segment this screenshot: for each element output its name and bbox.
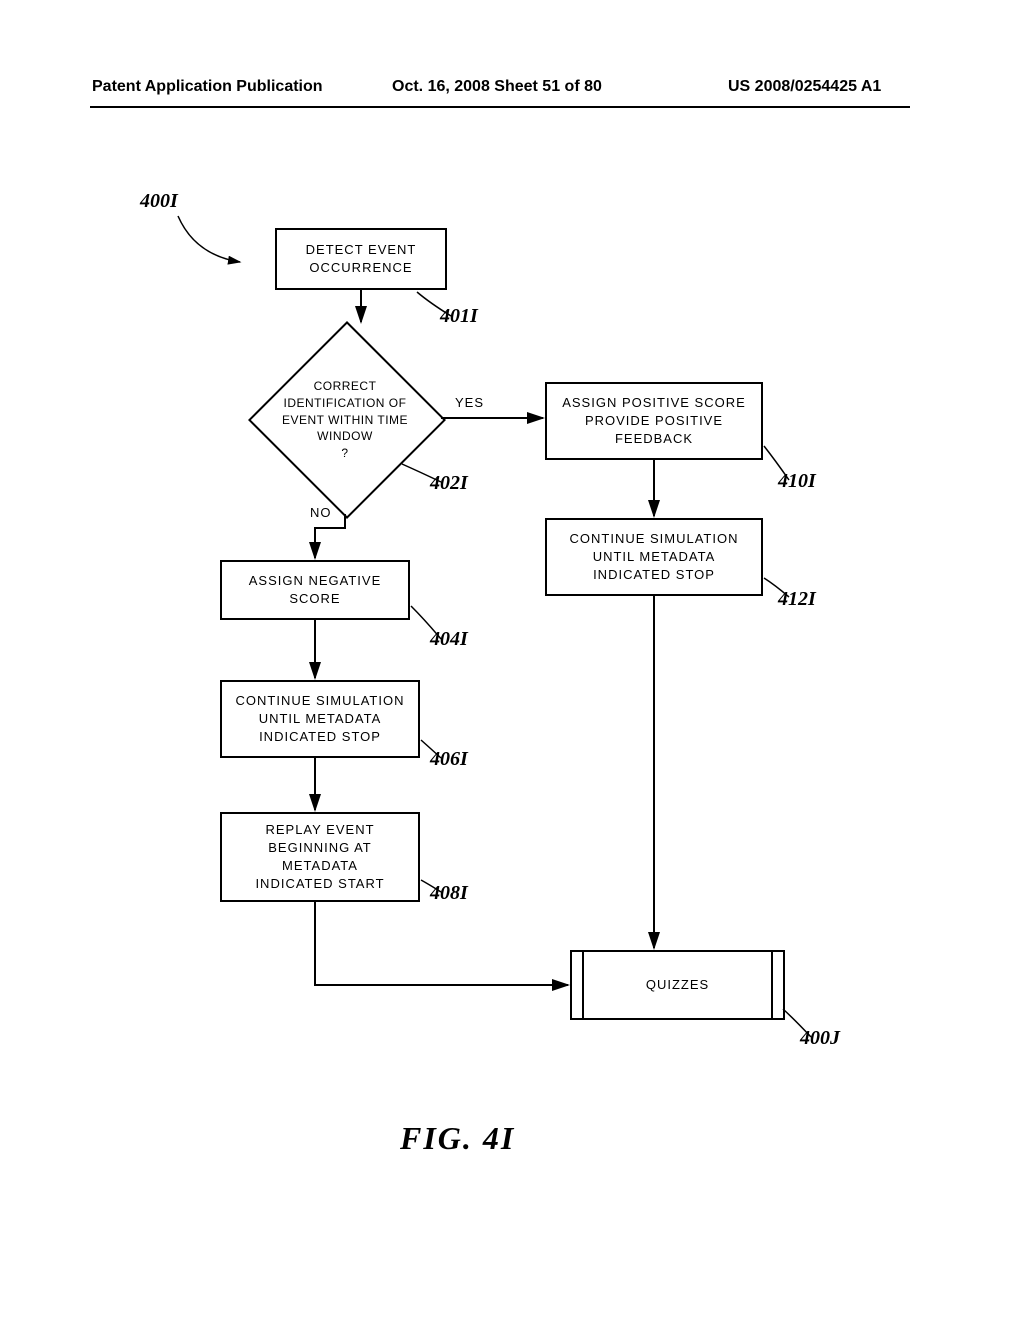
header-right: US 2008/0254425 A1 [728,78,881,96]
node-continue-sim-right: CONTINUE SIMULATION UNTIL METADATA INDIC… [545,518,763,596]
node-detect-event: DETECT EVENT OCCURRENCE [275,228,447,290]
node-continue-sim-left-text: CONTINUE SIMULATION UNTIL METADATA INDIC… [236,692,405,747]
ref-404I: 404I [430,628,468,651]
node-quizzes-text: QUIZZES [646,976,709,994]
node-continue-sim-right-text: CONTINUE SIMULATION UNTIL METADATA INDIC… [570,530,739,585]
node-negative-score-text: ASSIGN NEGATIVE SCORE [249,572,382,608]
ref-412I: 412I [778,588,816,611]
ref-401I: 401I [440,305,478,328]
ref-410I: 410I [778,470,816,493]
page-container: Patent Application Publication Oct. 16, … [0,0,1024,1320]
label-no: NO [310,505,332,520]
node-positive-score: ASSIGN POSITIVE SCORE PROVIDE POSITIVE F… [545,382,763,460]
ref-400I: 400I [140,190,178,213]
label-yes: YES [455,395,484,410]
node-positive-score-text: ASSIGN POSITIVE SCORE PROVIDE POSITIVE F… [562,394,746,449]
page-header: Patent Application Publication Oct. 16, … [0,78,1024,108]
header-center: Oct. 16, 2008 Sheet 51 of 80 [392,78,602,96]
figure-caption: FIG. 4I [400,1120,515,1157]
node-negative-score: ASSIGN NEGATIVE SCORE [220,560,410,620]
ref-402I: 402I [430,472,468,495]
decision-text: CORRECT IDENTIFICATION OF EVENT WITHIN T… [265,378,425,462]
node-quizzes: QUIZZES [570,950,785,1020]
ref-400J: 400J [800,1027,840,1050]
node-detect-event-text: DETECT EVENT OCCURRENCE [306,241,417,277]
ref-408I: 408I [430,882,468,905]
node-replay-event: REPLAY EVENT BEGINNING AT METADATA INDIC… [220,812,420,902]
header-rule [90,106,910,108]
header-left: Patent Application Publication [92,78,323,96]
node-replay-event-text: REPLAY EVENT BEGINNING AT METADATA INDIC… [255,821,384,894]
ref-406I: 406I [430,748,468,771]
node-continue-sim-left: CONTINUE SIMULATION UNTIL METADATA INDIC… [220,680,420,758]
